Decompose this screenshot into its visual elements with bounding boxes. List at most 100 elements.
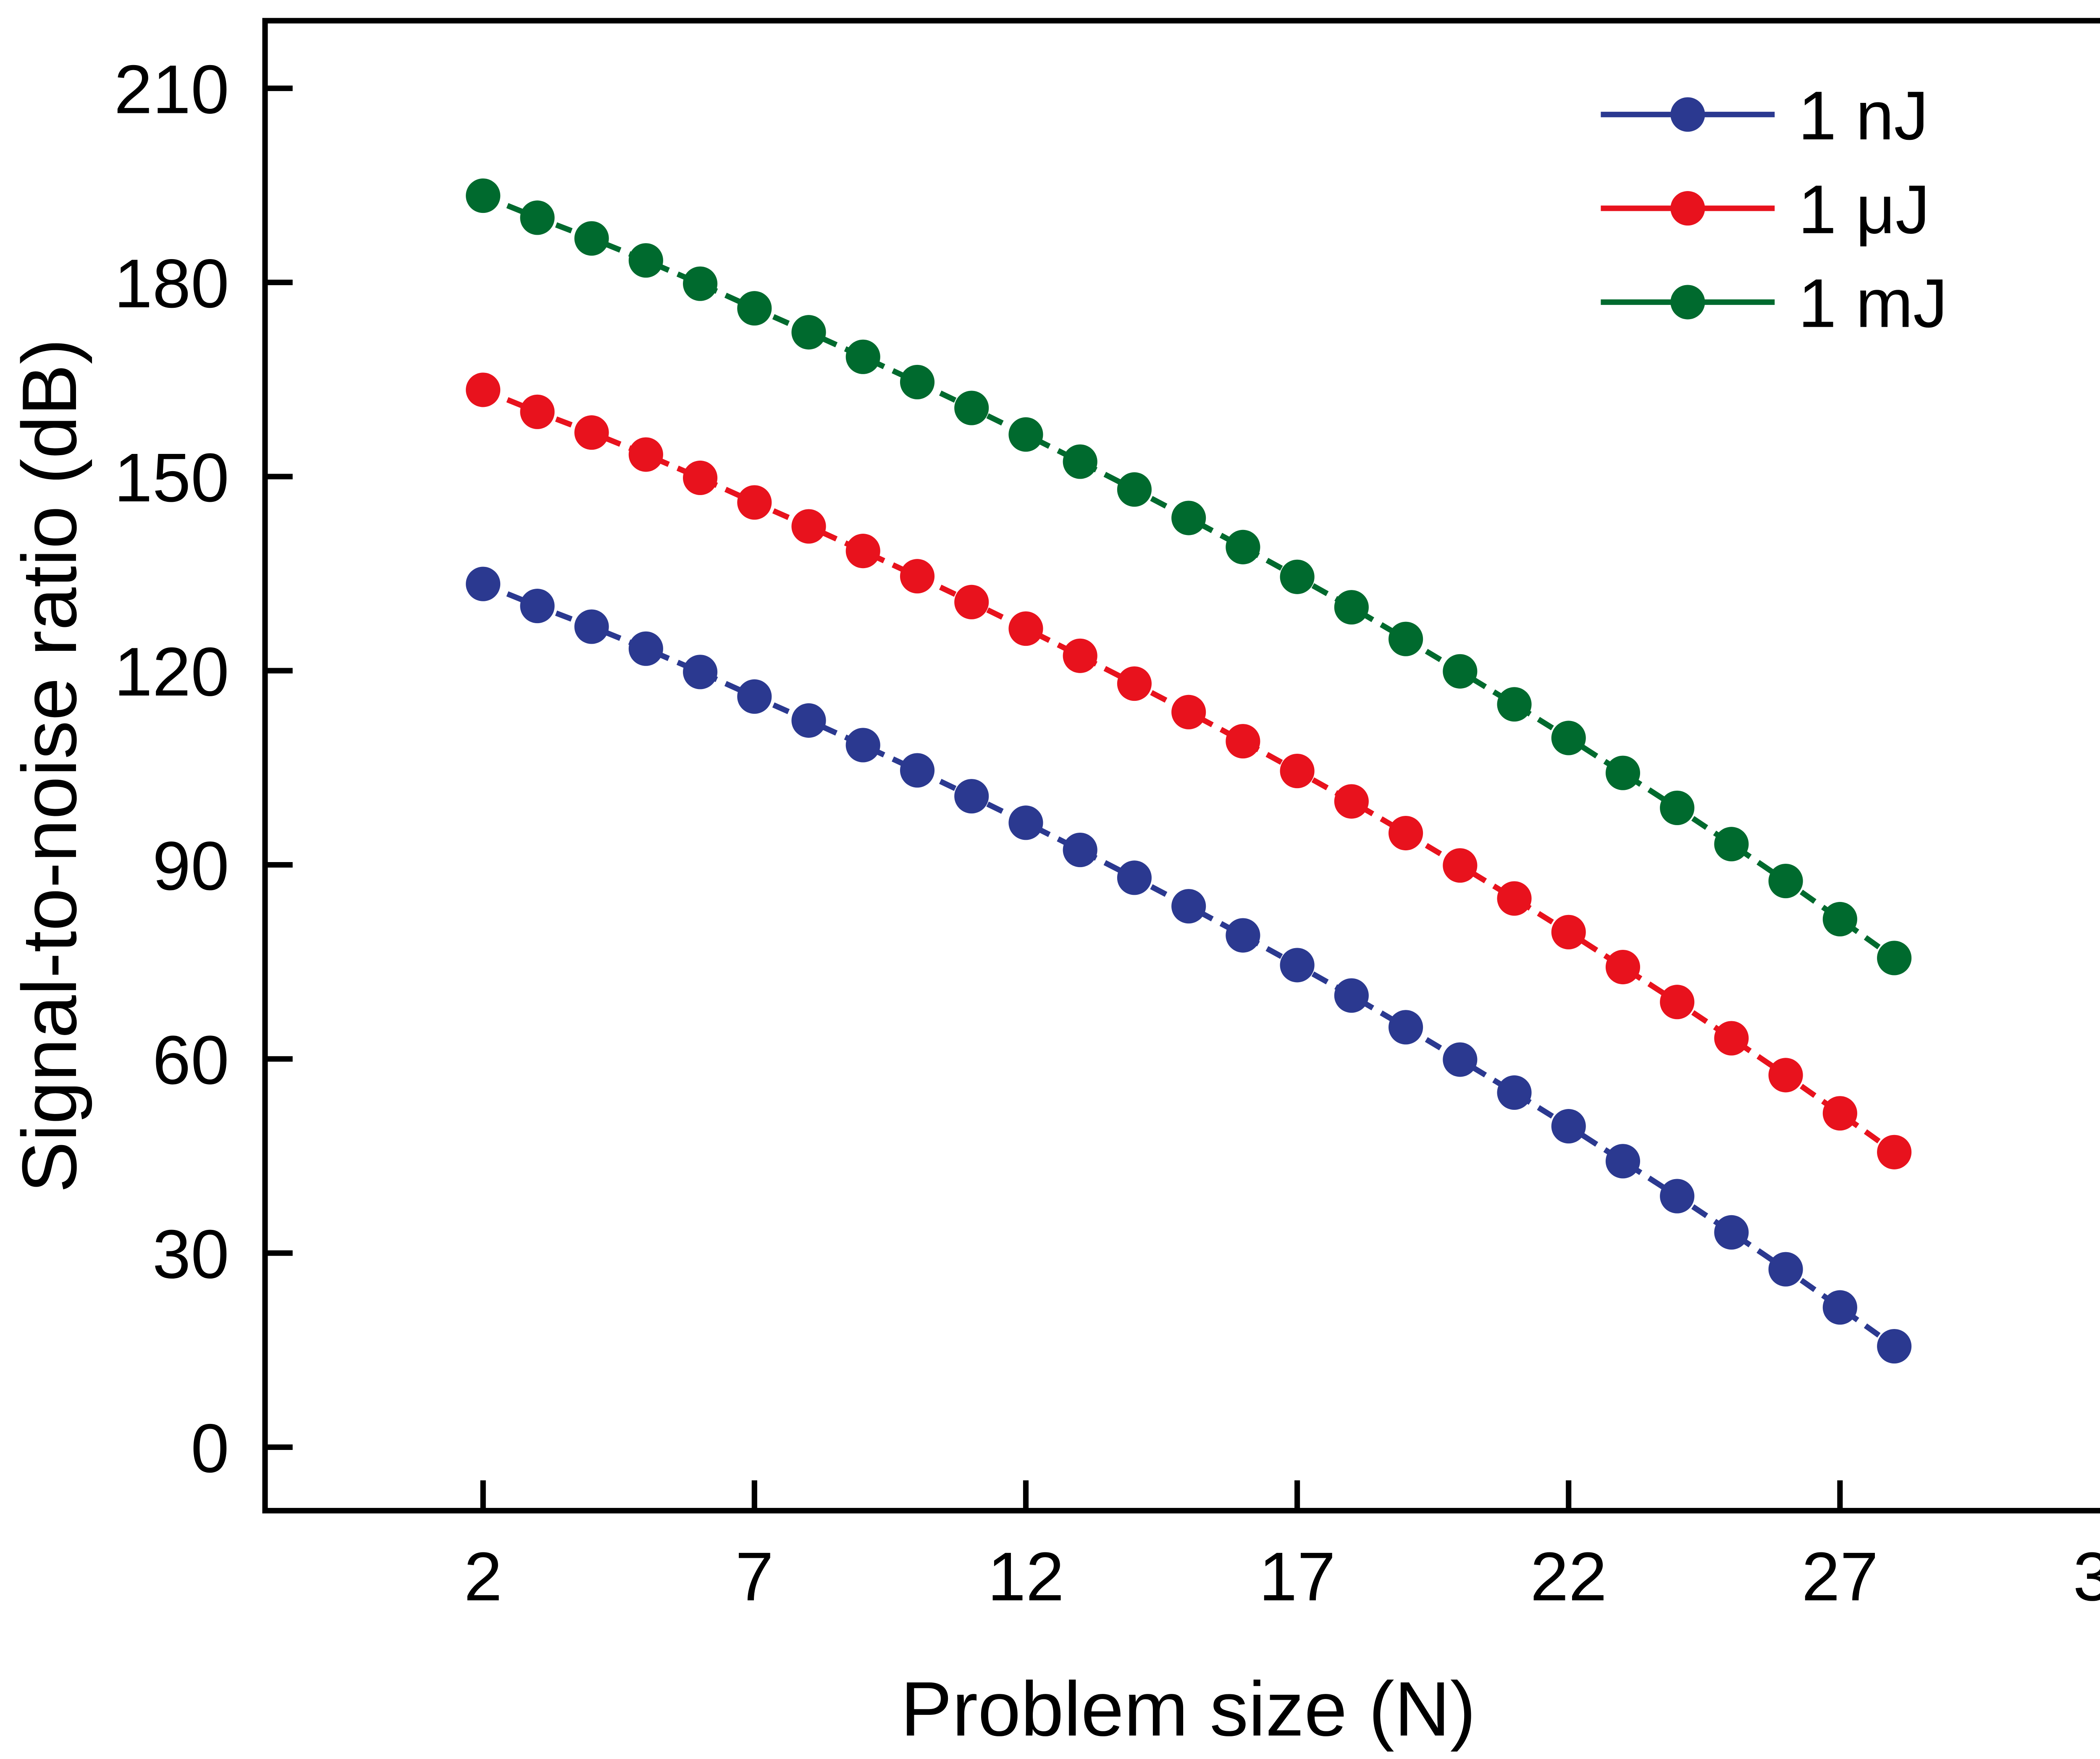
data-point [1822,902,1857,937]
data-point [574,415,609,450]
data-point [1117,472,1152,507]
data-point [1714,827,1749,862]
data-point [845,339,880,374]
x-tick-label: 2 [464,1538,502,1615]
data-point [1063,833,1097,868]
data-point [1660,790,1695,825]
data-point [628,243,663,278]
data-point [1226,724,1260,759]
data-point [520,200,555,235]
data-point [1334,784,1369,819]
data-point [845,534,880,569]
data-point [791,315,826,350]
data-point [954,391,989,425]
data-point [900,559,935,594]
x-tick-label: 27 [1802,1538,1879,1615]
data-point [737,485,772,520]
data-point [1008,611,1043,646]
data-point [1660,1179,1695,1214]
y-tick-label: 120 [114,633,229,710]
data-point [520,589,555,624]
data-point [1714,1021,1749,1056]
y-tick-label: 210 [114,50,229,128]
data-point [466,372,501,407]
data-point [1280,948,1315,983]
data-point [1768,1252,1803,1287]
data-point [683,460,718,495]
y-tick-label: 150 [114,439,229,516]
data-point [1768,1058,1803,1093]
data-point [1497,1075,1532,1110]
data-point [1063,444,1097,479]
data-point [1877,1329,1912,1364]
data-point [1443,848,1478,883]
data-point [845,728,880,763]
data-point [1714,1215,1749,1250]
y-tick-label: 180 [114,245,229,322]
data-point [1280,754,1315,789]
data-point [1388,815,1423,851]
x-tick-label: 12 [987,1538,1064,1615]
data-point [520,394,555,429]
data-point [1226,918,1260,953]
data-point [1822,1096,1857,1131]
x-axis-label: Problem size (N) [900,1665,1476,1752]
x-tick-label: 32 [2073,1538,2100,1615]
y-axis: 0 30 60 90 120 150 180 210 [114,50,293,1487]
y-axis-label: Signal-to-noise ratio (dB) [6,338,92,1193]
data-point [1008,805,1043,840]
data-point [1443,654,1478,689]
data-point [1605,949,1641,985]
data-point [1822,1290,1857,1325]
series-2 [466,372,1912,1169]
data-point [1605,755,1641,790]
legend-marker [1670,97,1705,132]
data-point [683,655,718,689]
data-point [1443,1042,1478,1077]
data-point [466,178,501,213]
data-point [1660,985,1695,1020]
data-point [1117,860,1152,895]
legend: 1 nJ 1 μJ 1 mJ [1601,77,1948,342]
data-point [791,509,826,544]
data-point [737,679,772,714]
y-tick-label: 60 [152,1021,229,1098]
x-tick-label: 22 [1530,1538,1607,1615]
data-point [900,753,935,788]
data-point [466,566,501,601]
series-group [466,178,1912,1364]
data-point [1388,621,1423,656]
data-point [1551,721,1586,755]
data-point [628,437,663,472]
data-point [1117,666,1152,701]
data-point [574,221,609,256]
series-1 [466,566,1912,1364]
data-point [1877,1135,1912,1169]
data-point [1497,881,1532,916]
data-point [1280,559,1315,594]
data-point [1171,695,1206,729]
x-tick-label: 7 [735,1538,774,1615]
data-point [1171,501,1206,535]
y-tick-label: 0 [191,1410,229,1487]
data-point [1605,1144,1641,1179]
data-point [1334,978,1369,1013]
data-point [1334,590,1369,625]
data-point [683,266,718,301]
y-tick-label: 30 [152,1215,229,1292]
legend-marker [1670,191,1705,226]
data-point [1171,889,1206,924]
data-point [1226,530,1260,564]
y-tick-label: 90 [152,827,229,904]
data-point [1551,915,1586,949]
data-point [791,703,826,738]
data-point [1388,1010,1423,1045]
data-point [954,585,989,619]
data-point [1008,417,1043,452]
plot-frame [262,18,2100,1514]
legend-label: 1 mJ [1798,265,1948,342]
x-axis: 271217222732 [464,1480,2100,1615]
legend-label: 1 nJ [1798,77,1929,154]
x-tick-label: 17 [1259,1538,1336,1615]
